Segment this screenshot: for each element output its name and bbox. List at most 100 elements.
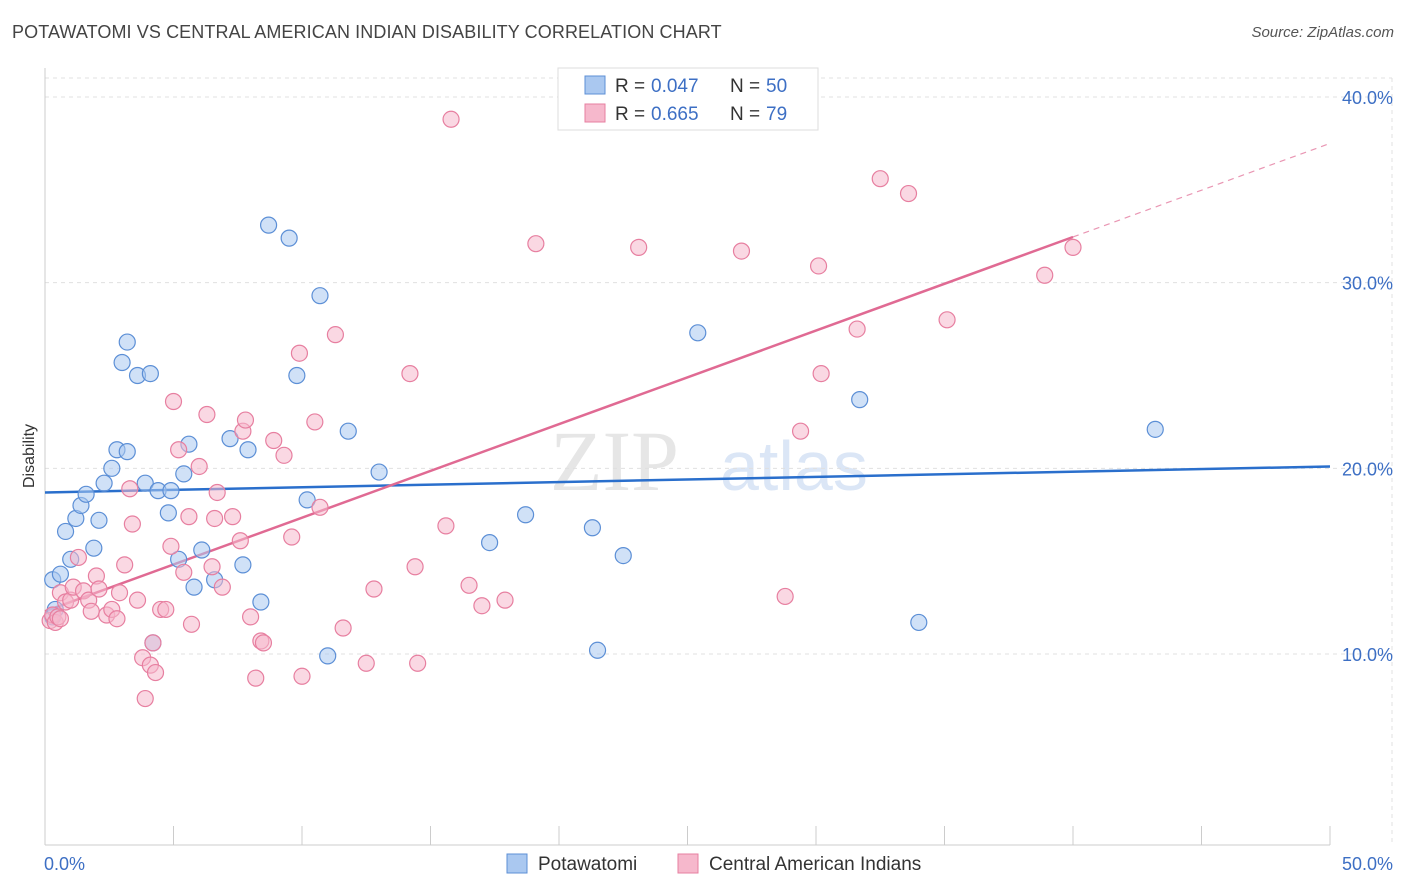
point-potawatomi-44 bbox=[583, 519, 602, 537]
bottom-legend-label-potawatomi: Potawatomi bbox=[538, 854, 637, 875]
point-potawatomi-40 bbox=[370, 463, 388, 481]
point-central-american-33 bbox=[175, 563, 193, 581]
point-central-american-38 bbox=[203, 558, 221, 576]
point-potawatomi-4 bbox=[56, 522, 75, 541]
point-central-american-27 bbox=[146, 663, 165, 682]
point-central-american-71 bbox=[732, 242, 751, 260]
point-central-american-76 bbox=[848, 320, 866, 338]
point-potawatomi-24 bbox=[175, 465, 193, 483]
point-central-american-49 bbox=[254, 634, 273, 652]
point-central-american-36 bbox=[190, 457, 208, 476]
point-central-american-9 bbox=[69, 548, 88, 567]
point-potawatomi-48 bbox=[910, 613, 928, 632]
y-tick-label-40: 40.0% bbox=[1342, 88, 1393, 108]
point-central-american-63 bbox=[409, 654, 427, 672]
point-potawatomi-19 bbox=[136, 474, 154, 492]
point-potawatomi-8 bbox=[77, 485, 95, 503]
point-potawatomi-42 bbox=[516, 506, 535, 524]
y-tick-label-30: 30.0% bbox=[1342, 274, 1393, 294]
point-central-american-57 bbox=[326, 326, 345, 344]
point-central-american-14 bbox=[90, 580, 108, 598]
point-central-american-29 bbox=[157, 600, 175, 619]
point-central-american-17 bbox=[108, 610, 126, 628]
point-central-american-51 bbox=[275, 446, 293, 464]
point-central-american-45 bbox=[236, 411, 255, 429]
point-potawatomi-10 bbox=[90, 511, 108, 529]
point-potawatomi-22 bbox=[162, 482, 180, 500]
legend-n-label-1: N = bbox=[730, 76, 760, 97]
x-tick-label-end: 50.0% bbox=[1342, 854, 1393, 874]
trend-line-potawatomi bbox=[44, 465, 1331, 494]
point-potawatomi-47 bbox=[851, 391, 869, 409]
point-central-american-67 bbox=[473, 597, 491, 615]
point-central-american-69 bbox=[527, 235, 545, 253]
point-central-american-64 bbox=[437, 517, 455, 535]
point-potawatomi-33 bbox=[259, 216, 278, 234]
point-central-american-73 bbox=[791, 422, 810, 440]
point-central-american-55 bbox=[306, 413, 324, 431]
point-central-american-65 bbox=[442, 110, 460, 128]
legend: R = 0.047 N = 50 R = 0.665 N = 79 bbox=[557, 67, 819, 131]
legend-r-value-2: 0.665 bbox=[651, 104, 699, 125]
point-central-american-37 bbox=[198, 405, 216, 424]
point-potawatomi-31 bbox=[239, 441, 257, 459]
point-central-american-68 bbox=[496, 591, 514, 609]
point-central-american-66 bbox=[460, 576, 478, 594]
legend-swatch-potawatomi bbox=[584, 75, 606, 95]
point-central-american-30 bbox=[162, 537, 180, 555]
y-axis-label: Disability bbox=[21, 424, 38, 488]
point-central-american-20 bbox=[121, 480, 139, 498]
point-central-american-72 bbox=[776, 587, 794, 606]
point-central-american-74 bbox=[809, 257, 828, 275]
point-central-american-42 bbox=[224, 508, 242, 526]
point-potawatomi-26 bbox=[185, 578, 203, 596]
source-credit: Source: ZipAtlas.com bbox=[1251, 24, 1394, 41]
point-central-american-81 bbox=[1064, 238, 1082, 256]
point-central-american-24 bbox=[136, 689, 154, 708]
point-central-american-18 bbox=[110, 584, 129, 602]
point-central-american-50 bbox=[265, 431, 283, 450]
legend-n-label-2: N = bbox=[730, 104, 760, 125]
y-tick-label-10: 10.0% bbox=[1342, 645, 1393, 665]
point-potawatomi-18 bbox=[141, 365, 159, 383]
legend-n-value-2: 79 bbox=[766, 104, 787, 125]
point-potawatomi-41 bbox=[481, 533, 499, 552]
point-central-american-60 bbox=[365, 580, 383, 598]
point-central-american-78 bbox=[899, 184, 918, 203]
point-central-american-54 bbox=[293, 667, 311, 685]
point-central-american-22 bbox=[128, 591, 147, 609]
point-central-american-56 bbox=[311, 498, 329, 516]
point-central-american-12 bbox=[82, 602, 100, 620]
point-potawatomi-11 bbox=[95, 474, 113, 492]
point-potawatomi-43 bbox=[588, 641, 607, 659]
point-central-american-35 bbox=[182, 615, 201, 633]
watermark-zip: ZIP bbox=[550, 413, 679, 509]
y-tick-labels: 10.0% 20.0% 30.0% 40.0% bbox=[1342, 88, 1393, 665]
point-central-american-34 bbox=[180, 508, 198, 526]
point-central-american-19 bbox=[116, 556, 134, 574]
point-central-american-79 bbox=[938, 311, 956, 329]
bottom-legend: Potawatomi Central American Indians bbox=[506, 853, 921, 875]
trend-line-extension-central-american bbox=[1072, 142, 1331, 238]
legend-r-value-1: 0.047 bbox=[651, 76, 699, 97]
point-potawatomi-3 bbox=[51, 565, 70, 583]
point-potawatomi-29 bbox=[221, 430, 239, 448]
bottom-legend-label-central-american: Central American Indians bbox=[709, 854, 921, 875]
point-potawatomi-37 bbox=[311, 287, 329, 305]
point-central-american-32 bbox=[170, 441, 188, 459]
point-central-american-43 bbox=[231, 532, 249, 550]
point-potawatomi-14 bbox=[118, 443, 136, 461]
point-central-american-39 bbox=[206, 509, 224, 528]
point-central-american-62 bbox=[406, 558, 424, 576]
point-potawatomi-12 bbox=[103, 459, 121, 477]
x-tick-label-start: 0.0% bbox=[44, 854, 85, 874]
y-tick-label-20: 20.0% bbox=[1342, 459, 1393, 479]
watermark-atlas: atlas bbox=[720, 427, 868, 505]
point-central-american-21 bbox=[123, 515, 141, 533]
point-potawatomi-36 bbox=[298, 491, 316, 509]
axes bbox=[44, 68, 1331, 846]
point-central-american-52 bbox=[283, 528, 301, 546]
point-potawatomi-34 bbox=[280, 229, 298, 247]
gridlines bbox=[45, 77, 1393, 845]
data-points bbox=[41, 110, 1164, 708]
